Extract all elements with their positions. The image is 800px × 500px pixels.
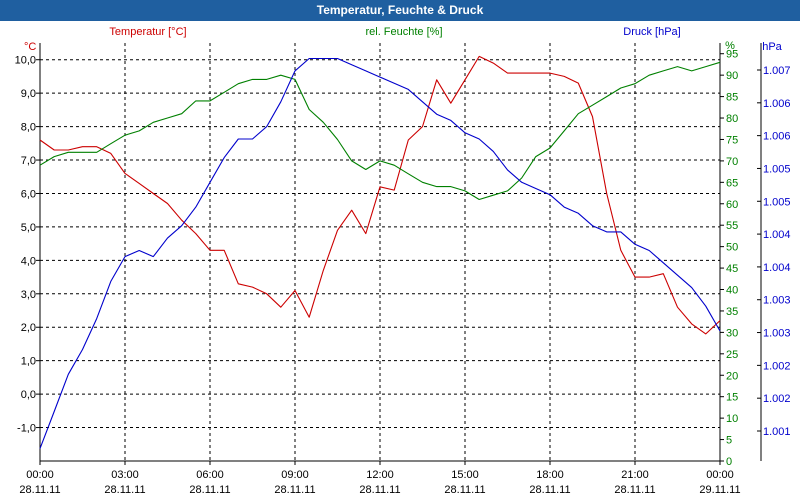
humidity-tick-label: 60 <box>726 199 738 211</box>
grid-lines <box>40 43 720 461</box>
temperature-tick-label: 6,0 <box>21 188 36 200</box>
temperature-tick-label: 10,0 <box>15 55 36 67</box>
chart-title: Temperatur, Feuchte & Druck <box>0 0 800 21</box>
temperature-tick-label: 0,0 <box>21 389 36 401</box>
temperature-tick-label: 9,0 <box>21 88 36 100</box>
pressure-tick-label: 1.007 <box>763 65 791 77</box>
humidity-tick-label: 10 <box>726 413 738 425</box>
temperature-tick-label: 3,0 <box>21 289 36 301</box>
humidity-unit-label: % <box>725 40 735 52</box>
x-tick-date-label: 28.11.11 <box>444 484 485 496</box>
humidity-tick-label: 75 <box>726 134 738 146</box>
chart-canvas: 10,0 9,0 8,0 7,0 6,0 5,0 4,0 3,0 2,0 1,0 0,0 -1,0 °C… <box>15 26 791 496</box>
series-lines <box>39 55 721 449</box>
x-tick-time-label: 06:00 <box>196 469 224 481</box>
temperature-tick-label: 1,0 <box>21 356 36 368</box>
temperature-tick-label: 5,0 <box>21 222 36 234</box>
temperature-tick-label: -1,0 <box>17 423 36 435</box>
humidity-tick-label: 0 <box>726 456 732 468</box>
x-tick-time-label: 00:00 <box>706 469 734 481</box>
x-tick-time-label: 03:00 <box>111 469 139 481</box>
humidity-tick-label: 65 <box>726 177 738 189</box>
x-tick-date-label: 28.11.11 <box>614 484 655 496</box>
x-tick-date-label: 28.11.11 <box>359 484 400 496</box>
pressure-tick-label: 1.004 <box>763 229 791 241</box>
humidity-tick-label: 80 <box>726 113 738 125</box>
x-tick-date-label: 28.11.11 <box>529 484 570 496</box>
humidity-tick-label: 30 <box>726 327 738 339</box>
x-tick-date-label: 28.11.11 <box>274 484 315 496</box>
pressure-tick-label: 1.005 <box>763 163 791 175</box>
humidity-tick-label: 50 <box>726 242 738 254</box>
pressure-tick-label: 1.004 <box>763 262 791 274</box>
humidity-tick-label: 45 <box>726 263 738 275</box>
temperature-axis-title: Temperatur [°C] <box>109 26 186 38</box>
humidity-tick-label: 15 <box>726 392 738 404</box>
x-tick-time-label: 18:00 <box>536 469 564 481</box>
axis-labels: 10,0 9,0 8,0 7,0 6,0 5,0 4,0 3,0 2,0 1,0 0,0 -1,0 °C… <box>15 26 791 496</box>
temperature-tick-label: 8,0 <box>21 122 36 134</box>
temperature-tick-label: 4,0 <box>21 255 36 267</box>
pressure-tick-label: 1.002 <box>763 393 791 405</box>
humidity-tick-label: 35 <box>726 306 738 318</box>
x-tick-date-label: 28.11.11 <box>104 484 145 496</box>
humidity-tick-label: 25 <box>726 349 738 361</box>
x-tick-time-label: 21:00 <box>621 469 649 481</box>
humidity-tick-label: 20 <box>726 370 738 382</box>
humidity-tick-label: 70 <box>726 156 738 168</box>
pressure-unit-label: hPa <box>762 41 782 53</box>
x-tick-time-label: 00:00 <box>26 469 54 481</box>
humidity-tick-label: 55 <box>726 220 738 232</box>
humidity-tick-label: 40 <box>726 285 738 297</box>
x-tick-date-label: 28.11.11 <box>19 484 60 496</box>
x-tick-date-label: 28.11.11 <box>189 484 230 496</box>
pressure-tick-label: 1.006 <box>763 98 791 110</box>
humidity-tick-label: 5 <box>726 435 732 447</box>
x-tick-date-label: 29.11.11 <box>699 484 740 496</box>
temperature-unit-label: °C <box>24 41 36 53</box>
pressure-axis-title: Druck [hPa] <box>623 26 680 38</box>
pressure-tick-label: 1.002 <box>763 360 791 372</box>
pressure-tick-label: 1.006 <box>763 131 791 143</box>
pressure-tick-label: 1.005 <box>763 196 791 208</box>
humidity-series-line <box>39 61 721 201</box>
temperature-tick-label: 2,0 <box>21 322 36 334</box>
humidity-tick-label: 90 <box>726 70 738 82</box>
humidity-tick-label: 85 <box>726 92 738 104</box>
humidity-tick-label: 95 <box>726 49 738 61</box>
pressure-tick-label: 1.001 <box>763 426 791 438</box>
x-tick-time-label: 15:00 <box>451 469 479 481</box>
x-tick-time-label: 12:00 <box>366 469 394 481</box>
pressure-series-line <box>39 57 721 449</box>
axis-frame <box>36 43 762 465</box>
pressure-tick-label: 1.003 <box>763 328 791 340</box>
pressure-tick-label: 1.003 <box>763 295 791 307</box>
temperature-series-line <box>39 55 721 335</box>
x-tick-time-label: 09:00 <box>281 469 309 481</box>
temperature-tick-label: 7,0 <box>21 155 36 167</box>
humidity-axis-title: rel. Feuchte [%] <box>365 26 442 38</box>
